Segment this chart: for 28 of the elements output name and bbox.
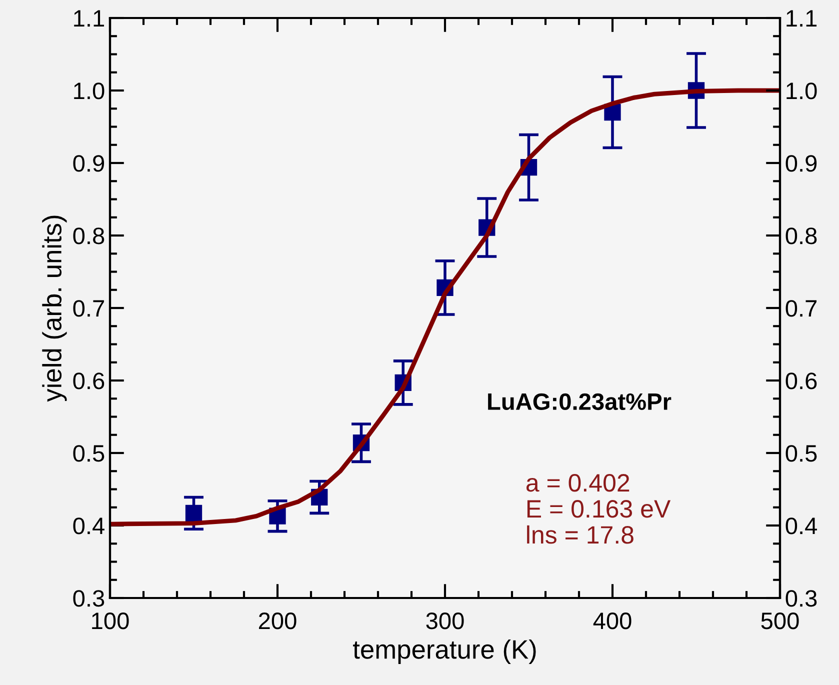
x-tick-label: 100 [92, 612, 129, 630]
y-tick-label: 0.3 [73, 590, 104, 607]
x-axis-title: temperature (K) [353, 639, 536, 664]
y2-tick-label: 1.1 [786, 10, 817, 27]
y2-tick-label: 0.6 [786, 372, 817, 390]
y2-tick-label: 0.3 [786, 590, 817, 607]
y-tick-label: 1.0 [74, 82, 104, 100]
y-axis-title: yield (arb. units) [42, 216, 67, 402]
x-tick-label: 300 [426, 612, 464, 630]
y-tick-label: 0.4 [73, 518, 104, 534]
y-tick-label: 1.1 [74, 10, 104, 27]
y2-tick-label: 1.0 [786, 82, 817, 100]
y2-tick-label: 0.9 [786, 155, 817, 172]
y-tick-label: 0.9 [73, 155, 104, 172]
y2-tick-label: 0.8 [786, 228, 817, 244]
y2-tick-label: 0.4 [786, 518, 817, 534]
x-tick-label: 500 [761, 612, 799, 630]
point [185, 504, 202, 522]
y-tick-label: 0.7 [73, 300, 104, 317]
x-tick-label: 200 [258, 612, 296, 630]
annotation: LuAG:0.23at%Pr [488, 393, 672, 410]
y2-tick-label: 0.7 [786, 300, 816, 317]
y-tick-label: 0.8 [73, 228, 104, 244]
y-tick-label: 0.6 [73, 372, 104, 390]
y-tick-label: 0.5 [73, 445, 104, 462]
x-tick-label: 400 [593, 612, 632, 630]
y2-tick-label: 0.5 [786, 445, 817, 462]
annotation: a = 0.402 E = 0.163 eV lns = 17.8 [526, 474, 671, 544]
